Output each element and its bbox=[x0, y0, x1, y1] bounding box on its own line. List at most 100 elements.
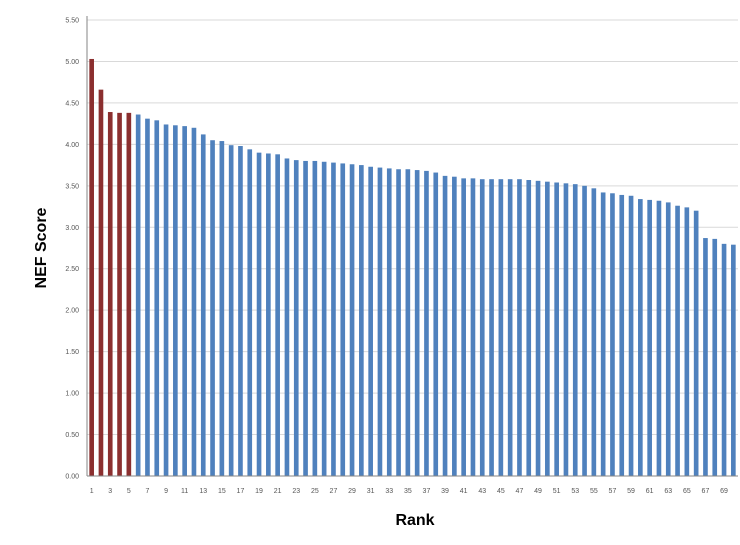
bar-rank-4 bbox=[117, 112, 122, 477]
y-tick-label: 3.50 bbox=[65, 183, 79, 190]
x-tick-label: 65 bbox=[683, 488, 691, 495]
x-tick-label: 23 bbox=[292, 488, 300, 495]
bar-rank-65 bbox=[684, 207, 690, 476]
bar-rank-46 bbox=[507, 179, 513, 476]
bar-rank-20 bbox=[266, 153, 271, 477]
y-tick-label: 0.50 bbox=[65, 432, 79, 439]
x-tick-label: 5 bbox=[127, 488, 131, 495]
x-tick-label: 31 bbox=[367, 488, 375, 495]
bar-rank-29 bbox=[349, 164, 355, 476]
y-tick-label: 1.00 bbox=[65, 391, 79, 398]
x-tick-label: 63 bbox=[664, 488, 672, 495]
x-tick-label: 51 bbox=[553, 488, 561, 495]
x-tick-label: 13 bbox=[199, 488, 207, 495]
bar-rank-62 bbox=[656, 200, 662, 477]
bar-rank-38 bbox=[433, 172, 439, 477]
bar-rank-61 bbox=[647, 199, 652, 476]
bar-rank-66 bbox=[693, 210, 699, 476]
x-tick-label: 33 bbox=[385, 488, 393, 495]
bar-rank-23 bbox=[293, 160, 299, 476]
x-tick-label: 25 bbox=[311, 488, 319, 495]
x-tick-label: 47 bbox=[516, 488, 524, 495]
x-tick-label: 53 bbox=[571, 488, 579, 495]
x-tick-labels: 1 3 5 7 9 11 13 15 17 19 21 23 25 27 29 31 33 35 37 39 41 43 4… bbox=[90, 488, 728, 495]
bar-rank-21 bbox=[275, 154, 280, 476]
bar-rank-6 bbox=[135, 114, 141, 477]
bar-rank-3 bbox=[107, 112, 113, 476]
bar-rank-15 bbox=[219, 141, 225, 477]
x-tick-label: 59 bbox=[627, 488, 635, 495]
x-tick-label: 39 bbox=[441, 488, 449, 495]
x-tick-label: 29 bbox=[348, 488, 356, 495]
bar-rank-25 bbox=[312, 160, 318, 476]
bar-rank-63 bbox=[665, 202, 671, 476]
y-tick-label: 5.50 bbox=[65, 18, 79, 25]
bar-rank-9 bbox=[163, 124, 169, 476]
y-tick-label: 2.50 bbox=[65, 266, 79, 273]
bar-rank-42 bbox=[470, 178, 476, 477]
bar-rank-64 bbox=[675, 205, 680, 476]
bar-rank-34 bbox=[396, 169, 401, 477]
bar-rank-22 bbox=[284, 158, 290, 476]
bar-rank-37 bbox=[424, 170, 429, 476]
x-tick-label: 43 bbox=[478, 488, 486, 495]
x-tick-label: 1 bbox=[90, 488, 94, 495]
bar-rank-24 bbox=[303, 160, 308, 476]
y-tick-label: 5.00 bbox=[65, 59, 79, 66]
x-tick-label: 55 bbox=[590, 488, 598, 495]
bar-rank-1 bbox=[89, 58, 94, 476]
bar-rank-14 bbox=[210, 140, 215, 476]
bar-rank-56 bbox=[600, 192, 606, 476]
x-tick-label: 69 bbox=[720, 488, 728, 495]
bar-rank-54 bbox=[582, 185, 587, 476]
bar-rank-13 bbox=[200, 134, 206, 476]
bar-rank-2 bbox=[98, 89, 104, 476]
x-tick-label: 61 bbox=[646, 488, 654, 495]
bar-rank-48 bbox=[526, 180, 532, 476]
bar-rank-12 bbox=[191, 127, 197, 476]
x-tick-label: 19 bbox=[255, 488, 263, 495]
bar-rank-5 bbox=[126, 112, 132, 477]
bar-rank-52 bbox=[563, 183, 569, 476]
x-tick-label: 17 bbox=[237, 488, 245, 495]
x-tick-label: 67 bbox=[702, 488, 710, 495]
bar-rank-41 bbox=[461, 178, 466, 477]
bar-rank-30 bbox=[359, 165, 364, 476]
bar-rank-32 bbox=[377, 167, 383, 476]
bar-rank-27 bbox=[331, 162, 336, 476]
axes bbox=[86, 16, 738, 477]
x-tick-label: 3 bbox=[108, 488, 112, 495]
x-tick-label: 37 bbox=[423, 488, 431, 495]
bar-rank-51 bbox=[554, 182, 559, 476]
bar-rank-10 bbox=[173, 125, 178, 476]
bar-rank-59 bbox=[628, 195, 634, 476]
x-tick-label: 21 bbox=[274, 488, 282, 495]
bar-rank-43 bbox=[479, 179, 485, 476]
bar-rank-53 bbox=[572, 184, 578, 476]
bar-rank-26 bbox=[321, 161, 327, 476]
bar-rank-58 bbox=[619, 194, 625, 476]
bar-rank-55 bbox=[591, 188, 597, 476]
x-tick-label: 57 bbox=[609, 488, 617, 495]
y-tick-labels: 0.00 0.50 1.00 1.50 2.00 2.50 3.00 3.50 4.00 4.50… bbox=[65, 18, 79, 481]
bar-rank-70 bbox=[731, 244, 736, 476]
y-tick-label: 0.00 bbox=[65, 474, 79, 481]
bar-rank-69 bbox=[721, 243, 727, 476]
y-tick-label: 4.00 bbox=[65, 142, 79, 149]
bar-rank-7 bbox=[145, 118, 150, 476]
bar-rank-47 bbox=[517, 179, 522, 476]
x-tick-label: 7 bbox=[145, 488, 149, 495]
x-tick-label: 45 bbox=[497, 488, 505, 495]
bar-rank-19 bbox=[256, 152, 262, 476]
bar-rank-8 bbox=[154, 120, 160, 476]
y-tick-label: 1.50 bbox=[65, 349, 79, 356]
bar-rank-28 bbox=[340, 163, 346, 476]
x-tick-label: 9 bbox=[164, 488, 168, 495]
x-tick-label: 49 bbox=[534, 488, 542, 495]
bar-rank-33 bbox=[386, 168, 392, 476]
bar-rank-45 bbox=[498, 179, 504, 476]
bar-rank-16 bbox=[228, 145, 234, 476]
y-tick-label: 3.00 bbox=[65, 225, 79, 232]
